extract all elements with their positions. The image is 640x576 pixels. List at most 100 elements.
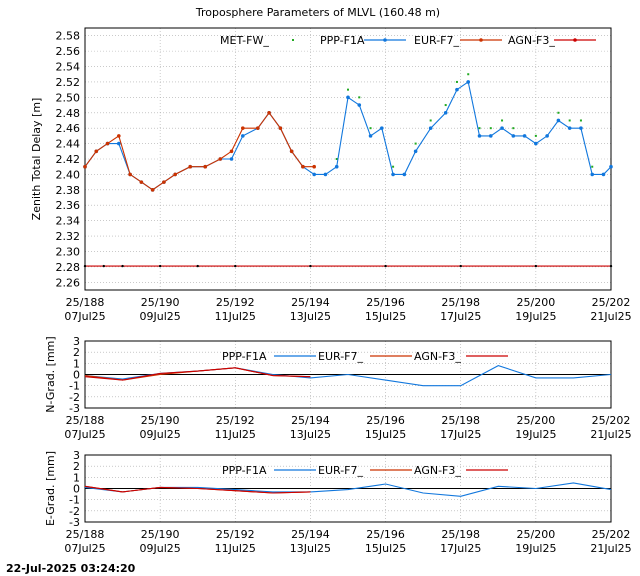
- legend-label: EUR-F7_: [318, 350, 363, 363]
- legend-label: PPP-F1A: [222, 464, 267, 477]
- x-tick-label-bottom: 15Jul25: [365, 310, 406, 323]
- x-tick-label-top: 25/200: [517, 528, 556, 541]
- data-point: [459, 264, 462, 268]
- y-tick-label: -1: [69, 494, 80, 507]
- x-tick-label-top: 25/202: [592, 414, 631, 427]
- y-tick-label: 2.56: [56, 45, 81, 58]
- x-tick-label-top: 25/188: [66, 528, 105, 541]
- y-tick-label: 2.32: [56, 230, 81, 243]
- data-point: [256, 126, 260, 130]
- data-point-met: [455, 80, 458, 83]
- plot-frame: [84, 27, 612, 291]
- data-point: [309, 264, 312, 268]
- data-point-met: [501, 119, 504, 122]
- x-tick-label-top: 25/190: [141, 414, 180, 427]
- y-tick-label: 2.38: [56, 184, 81, 197]
- data-point-met: [414, 142, 417, 145]
- data-point: [488, 134, 493, 138]
- data-point: [312, 164, 316, 169]
- legend-label: AGN-F3_: [414, 464, 461, 477]
- x-tick-label-top: 25/202: [592, 528, 631, 541]
- x-tick-label-bottom: 11Jul25: [215, 542, 256, 555]
- data-point: [357, 103, 362, 107]
- data-point-met: [369, 127, 372, 130]
- x-tick-label-top: 25/194: [291, 296, 330, 309]
- x-tick-label-top: 25/196: [366, 414, 405, 427]
- legend-marker: [479, 38, 483, 42]
- data-point: [455, 87, 459, 92]
- y-tick-label: 2.42: [56, 153, 81, 166]
- data-point: [391, 172, 395, 177]
- data-point: [477, 134, 482, 138]
- x-tick-label-top: 25/196: [366, 296, 405, 309]
- data-point: [590, 172, 595, 177]
- data-point: [139, 180, 144, 184]
- data-point-met: [568, 119, 571, 122]
- data-point: [384, 264, 387, 268]
- data-point: [579, 126, 583, 130]
- y-tick-label: -1: [69, 380, 80, 393]
- data-point: [150, 188, 155, 192]
- x-tick-label-bottom: 07Jul25: [64, 542, 105, 555]
- data-point: [121, 264, 124, 268]
- panels-group: 2.26 2.28 2.30 2.32 2.34 2.36 2.38 2.40 2.42 2.44…: [30, 27, 632, 555]
- x-tick-label-top: 25/192: [216, 414, 255, 427]
- data-point: [368, 134, 373, 138]
- x-tick-label-bottom: 07Jul25: [64, 310, 105, 323]
- x-tick-label-top: 25/188: [66, 414, 105, 427]
- x-tick-label-top: 25/198: [441, 528, 480, 541]
- data-point: [511, 134, 516, 138]
- data-point-met: [358, 96, 361, 99]
- series-line: [84, 367, 311, 381]
- data-point: [609, 164, 613, 169]
- x-tick-label-bottom: 11Jul25: [215, 310, 256, 323]
- data-point: [162, 180, 166, 184]
- y-tick-label: 0: [73, 369, 80, 382]
- legend-label: PPP-F1A: [222, 350, 267, 363]
- series-line: [84, 485, 311, 494]
- x-tick-label-bottom: 19Jul25: [515, 542, 556, 555]
- data-point: [428, 126, 433, 130]
- y-tick-label: 2.26: [56, 276, 81, 289]
- y-axis-label: Zenith Total Delay [m]: [30, 98, 43, 221]
- y-tick-label: 2.28: [56, 261, 81, 274]
- x-tick-label-bottom: 19Jul25: [515, 428, 556, 441]
- data-point: [500, 126, 504, 130]
- y-tick-label: 2.46: [56, 122, 81, 135]
- y-tick-label: 2.40: [56, 168, 81, 181]
- x-tick-label-bottom: 11Jul25: [215, 428, 256, 441]
- data-point: [83, 264, 87, 268]
- y-axis-label: N-Grad. [mm]: [44, 336, 57, 412]
- x-tick-label-top: 25/192: [216, 528, 255, 541]
- data-point: [334, 164, 339, 169]
- data-point-met: [444, 104, 447, 107]
- y-tick-label: 2.44: [56, 138, 81, 151]
- data-point: [534, 264, 538, 268]
- data-point: [94, 149, 99, 154]
- data-point: [196, 264, 199, 268]
- x-tick-label-bottom: 17Jul25: [440, 428, 481, 441]
- timestamp-label: 22-Jul-2025 03:24:20: [6, 562, 136, 575]
- data-point: [601, 172, 606, 177]
- data-point: [128, 172, 132, 177]
- data-point-met: [489, 127, 492, 130]
- x-tick-label-top: 25/192: [216, 296, 255, 309]
- data-point: [117, 134, 121, 138]
- x-tick-label-bottom: 19Jul25: [515, 310, 556, 323]
- x-tick-label-top: 25/190: [141, 528, 180, 541]
- data-point: [323, 172, 328, 177]
- y-tick-label: 3: [73, 335, 80, 348]
- data-point-met: [429, 119, 432, 122]
- x-tick-label-top: 25/188: [66, 296, 105, 309]
- y-tick-label: 2.52: [56, 76, 81, 89]
- data-point: [105, 141, 110, 146]
- data-point: [312, 172, 316, 177]
- data-point: [346, 95, 350, 100]
- x-tick-label-bottom: 17Jul25: [440, 310, 481, 323]
- legend-label: PPP-F1A: [320, 34, 365, 47]
- legend-marker: [573, 38, 577, 42]
- y-tick-label: -2: [69, 391, 80, 404]
- data-point: [267, 110, 271, 115]
